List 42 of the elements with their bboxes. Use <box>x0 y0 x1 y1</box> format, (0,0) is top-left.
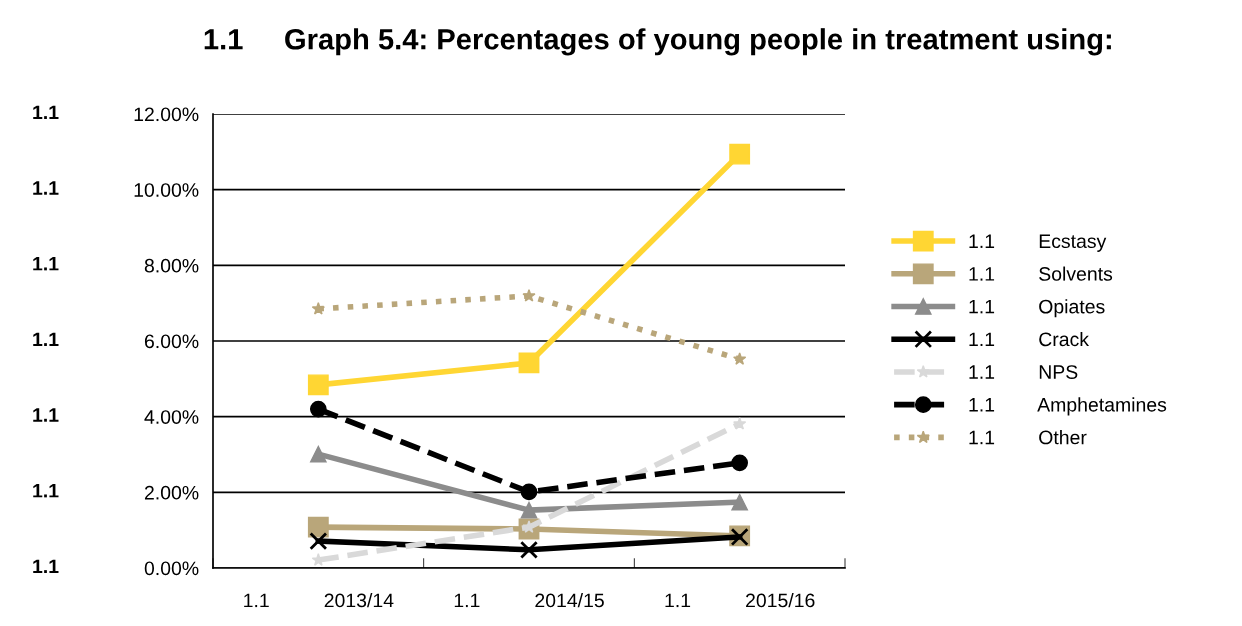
legend-label: 1.1 Amphetamines <box>969 397 1167 416</box>
point <box>522 289 536 302</box>
point <box>311 553 325 566</box>
text: 1.1 <box>33 105 59 120</box>
text: 1.1 <box>33 181 59 195</box>
legend-label: 1.1 Ecstasy <box>969 234 1107 252</box>
point <box>731 454 749 472</box>
y-tick-label: 6.00% <box>144 334 199 349</box>
point <box>311 301 325 315</box>
x-tick-label: 1.1 2015/16 <box>665 593 815 608</box>
text: 1.1 <box>33 559 59 574</box>
text: 1.1 <box>33 332 59 347</box>
text: 1.1 <box>33 483 59 498</box>
point <box>733 416 747 430</box>
point <box>307 516 329 538</box>
point <box>309 400 327 418</box>
legend-label: 1.1 Opiates <box>969 299 1105 318</box>
legend-label: 1.1 NPS <box>969 365 1078 379</box>
point <box>729 143 751 165</box>
y-tick-label: 2.00% <box>144 485 199 500</box>
y-tick-label: 0.00% <box>144 561 199 576</box>
point <box>307 374 329 396</box>
point <box>733 352 747 365</box>
x-tick-label: 1.1 2013/14 <box>244 593 394 608</box>
y-tick-label: 4.00% <box>144 410 199 424</box>
chart-title: 1.1 Graph 5.4: Percentages of young people in treatment using: <box>204 28 1111 56</box>
point <box>731 493 749 511</box>
y-tick-label: 8.00% <box>144 258 199 273</box>
text: 1.1 <box>33 408 59 422</box>
x-tick-label: 1.1 2014/15 <box>454 593 604 608</box>
legend-label: 1.1 Crack <box>969 331 1090 347</box>
text: 1.1 <box>33 256 59 271</box>
point <box>518 352 540 374</box>
y-tick-label: 12.00% <box>134 107 199 122</box>
point <box>520 501 538 519</box>
point <box>309 532 328 551</box>
point <box>309 445 327 463</box>
point <box>519 540 539 559</box>
legend-label: 1.1 Solvents <box>969 266 1113 281</box>
legend-label: 1.1 Other <box>969 430 1087 445</box>
point <box>520 483 538 501</box>
y-tick-label: 10.00% <box>134 183 199 197</box>
